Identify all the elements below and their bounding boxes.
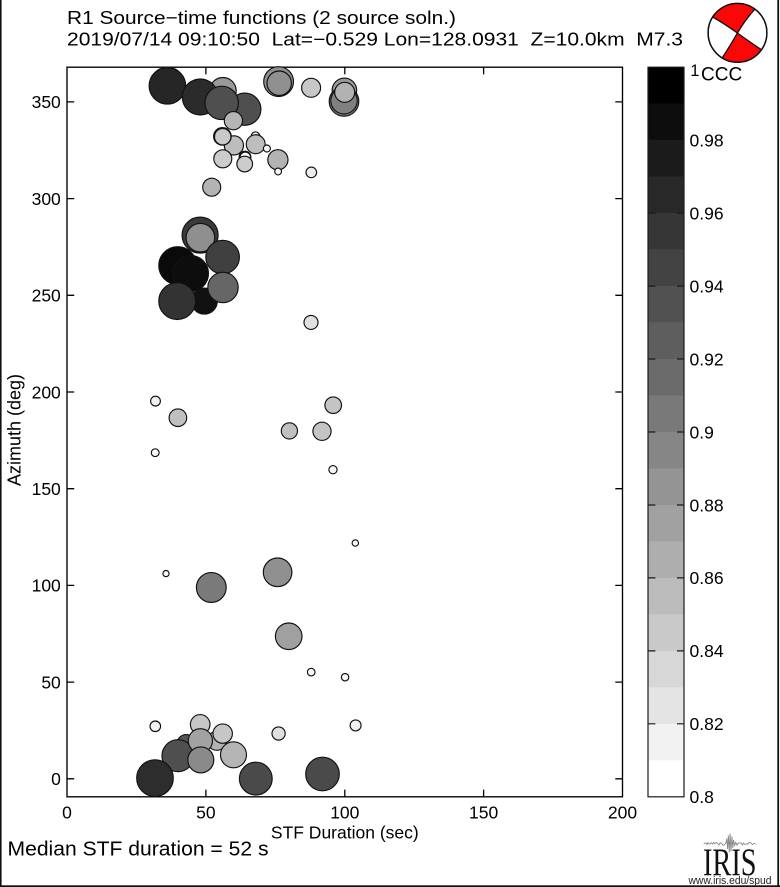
svg-text:0.86: 0.86	[690, 568, 724, 588]
svg-text:IRIS: IRIS	[703, 841, 757, 884]
svg-text:100: 100	[330, 803, 359, 823]
svg-text:150: 150	[32, 479, 61, 499]
svg-text:0.98: 0.98	[690, 131, 724, 151]
svg-text:350: 350	[32, 92, 61, 112]
svg-text:2019/07/14 09:10:50 Lat=−0.52: 2019/07/14 09:10:50 Lat=−0.529 Lon=128.0…	[67, 29, 683, 50]
svg-text:www.iris.edu/spud: www.iris.edu/spud	[688, 875, 772, 887]
svg-text:50: 50	[196, 803, 216, 823]
svg-text:0.9: 0.9	[690, 422, 714, 442]
svg-text:200: 200	[32, 382, 61, 402]
svg-text:200: 200	[608, 803, 637, 823]
svg-text:300: 300	[32, 189, 61, 209]
svg-text:0: 0	[51, 769, 61, 789]
svg-text:0.94: 0.94	[690, 276, 724, 296]
svg-text:0.82: 0.82	[690, 714, 724, 734]
svg-text:50: 50	[41, 672, 61, 692]
svg-text:R1 Source−time functions (2 so: R1 Source−time functions (2 source soln.…	[67, 7, 456, 28]
svg-text:Azimuth (deg): Azimuth (deg)	[5, 374, 25, 486]
svg-text:0.84: 0.84	[690, 641, 724, 661]
svg-text:CCC: CCC	[701, 64, 742, 85]
svg-text:100: 100	[32, 576, 61, 596]
svg-text:150: 150	[469, 803, 498, 823]
svg-text:0.8: 0.8	[690, 787, 714, 807]
svg-text:STF Duration (sec): STF Duration (sec)	[271, 823, 419, 843]
svg-text:0.88: 0.88	[690, 495, 724, 515]
svg-text:Median STF duration = 52 s: Median STF duration = 52 s	[8, 839, 269, 861]
svg-text:250: 250	[32, 286, 61, 306]
svg-text:0: 0	[62, 803, 72, 823]
svg-text:1: 1	[690, 62, 699, 80]
svg-text:0.96: 0.96	[690, 203, 724, 223]
svg-text:0.92: 0.92	[690, 349, 724, 369]
